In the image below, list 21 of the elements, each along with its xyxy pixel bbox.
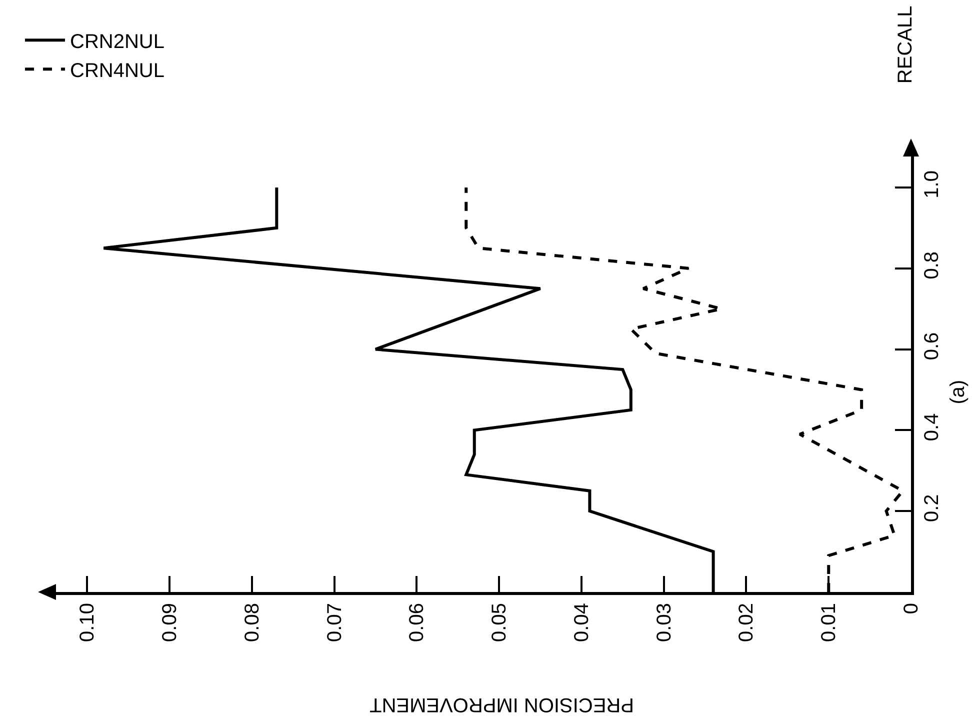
x-tick-label: 0.01 xyxy=(818,603,840,642)
text: (a) xyxy=(946,380,969,404)
x-tick-label: 0.05 xyxy=(488,603,511,642)
x-tick-label: 0.10 xyxy=(76,603,99,642)
x-tick-label: 0 xyxy=(900,603,922,614)
x-tick-label: 0.09 xyxy=(159,603,182,642)
legend-label: CRN4NUL xyxy=(70,60,164,82)
legend-label: CRN2NUL xyxy=(70,30,164,53)
y-tick-label: 1.0 xyxy=(921,170,943,198)
x-tick-label: 0.03 xyxy=(653,603,676,642)
y-tick-label: 0.8 xyxy=(921,251,943,280)
x-tick-label: 0.08 xyxy=(241,603,264,642)
x-tick-label: 0.04 xyxy=(570,603,593,642)
x-tick-label: 0.07 xyxy=(324,603,346,642)
x-axis-title: PRECISION IMPROVEMENT xyxy=(370,694,634,716)
y-tick-label: 0.2 xyxy=(921,494,943,522)
x-tick-label: 0.06 xyxy=(406,603,428,642)
x-tick-label: 0.02 xyxy=(736,603,758,642)
y-axis-title: RECALL xyxy=(894,6,916,84)
y-tick-label: 0.6 xyxy=(921,332,943,360)
y-tick-label: 0.4 xyxy=(921,413,943,442)
